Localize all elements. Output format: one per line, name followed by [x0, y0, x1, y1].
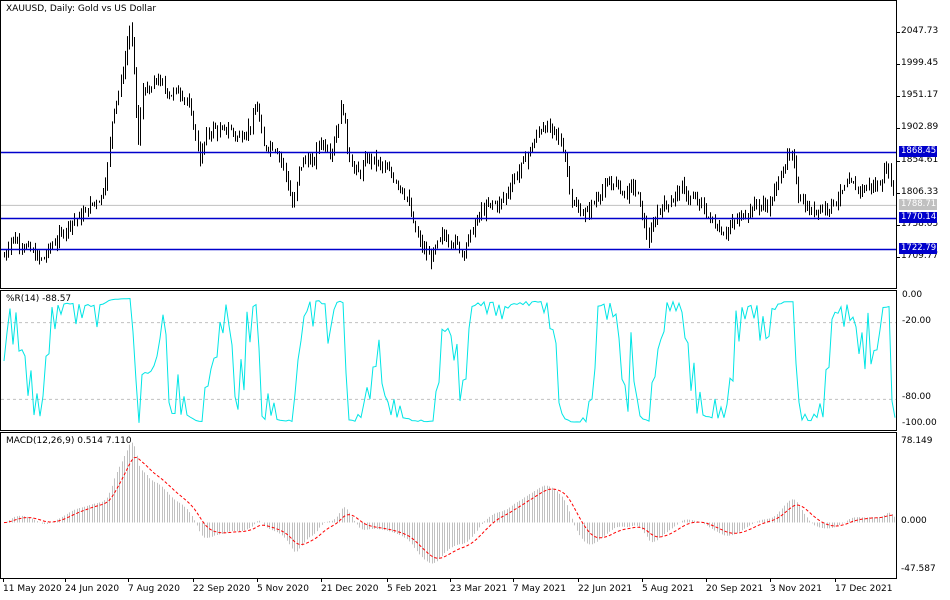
price-axis-label: 1758.05 [901, 218, 939, 229]
time-axis-label: 7 May 2021 [513, 584, 566, 594]
time-axis-tick [193, 579, 194, 582]
price-axis-tick [897, 64, 900, 66]
macd-indicator-pane[interactable]: MACD(12,26,9) 0.514 7.110 [0, 432, 897, 579]
macd-histogram-bars [7, 442, 895, 564]
price-axis-tick [897, 32, 900, 33]
wpr-series [3, 297, 896, 424]
level-price-tag: 1868.45 [899, 146, 937, 158]
time-axis-tick [706, 579, 707, 582]
ohlc-bars [4, 22, 894, 270]
time-axis-tick [128, 579, 129, 582]
price-axis-tick [897, 256, 900, 258]
time-axis-label: 7 Aug 2020 [128, 584, 180, 594]
time-axis-label: 5 Nov 2020 [257, 584, 309, 594]
price-axis-tick [897, 96, 900, 98]
time-axis: 11 May 2020 24 Jun 2020 7 Aug 2020 22 Sep 2… [0, 579, 950, 600]
time-axis-label: 3 Nov 2021 [770, 584, 822, 594]
time-axis-tick [450, 579, 451, 582]
macd-axis-label: 78.149 [901, 436, 933, 446]
time-axis-label: 23 Mar 2021 [450, 584, 508, 594]
price-axis-label: 1902.89 [901, 122, 939, 133]
time-axis-tick [513, 579, 514, 582]
price-axis-tick [897, 192, 900, 194]
time-axis-tick [65, 579, 66, 582]
level-price-tag: 1770.14 [899, 211, 937, 223]
time-axis-label: 20 Sep 2021 [706, 584, 764, 594]
time-axis-tick [321, 579, 322, 582]
wpr-axis-label: 0.00 [902, 290, 923, 300]
time-axis-label: 22 Jun 2021 [578, 584, 633, 594]
time-axis-tick [387, 579, 388, 582]
price-chart-title: XAUUSD, Daily: Gold vs US Dollar [6, 4, 157, 14]
price-axis-label: 2047.73 [901, 26, 939, 36]
time-axis-label: 5 Feb 2021 [387, 584, 438, 594]
price-axis-label: 1951.17 [901, 90, 939, 101]
price-axis-label: 1854.61 [901, 154, 939, 165]
macd-axis-label: -47.587 [901, 564, 936, 574]
time-axis-tick [642, 579, 643, 582]
price-chart-pane[interactable]: XAUUSD, Daily: Gold vs US Dollar [0, 0, 897, 289]
macd-axis-label: 0.000 [901, 515, 927, 526]
wpr-indicator-title: %R(14) -88.57 [6, 294, 72, 304]
price-axis-tick [897, 224, 900, 226]
time-axis-tick [3, 579, 4, 582]
time-axis-tick [257, 579, 258, 582]
wpr-axis-label: -80.00 [902, 392, 932, 403]
time-axis-label: 21 Dec 2020 [321, 584, 379, 594]
price-axis-tick [897, 128, 900, 130]
time-axis-label: 22 Sep 2020 [193, 584, 251, 594]
level-price-tag: 1722.79 [899, 243, 937, 255]
current-price-tag: 1788.71 [899, 199, 937, 211]
time-axis-label: 5 Aug 2021 [642, 584, 694, 594]
macd-indicator-title: MACD(12,26,9) 0.514 7.110 [6, 436, 132, 446]
price-bars [1, 22, 896, 270]
price-axis-label: 1999.45 [901, 58, 939, 69]
wpr-indicator-pane[interactable]: %R(14) -88.57 [0, 290, 897, 431]
time-axis-label: 24 Jun 2020 [65, 584, 120, 594]
macd-signal-line [3, 456, 895, 559]
wpr-axis-label: -100.00 [902, 418, 937, 428]
price-axis-tick [897, 160, 900, 162]
time-axis-tick [578, 579, 579, 582]
macd-histogram [3, 442, 895, 564]
price-axis-label: 1806.33 [901, 186, 939, 197]
time-axis-tick [770, 579, 771, 582]
wpr-axis-label: -20.00 [902, 315, 932, 326]
time-axis-label: 17 Dec 2021 [835, 584, 893, 594]
time-axis-tick [835, 579, 836, 582]
wpr-line [1, 297, 896, 424]
time-axis-label: 11 May 2020 [3, 584, 62, 594]
price-axis-label: 1709.77 [901, 250, 939, 261]
